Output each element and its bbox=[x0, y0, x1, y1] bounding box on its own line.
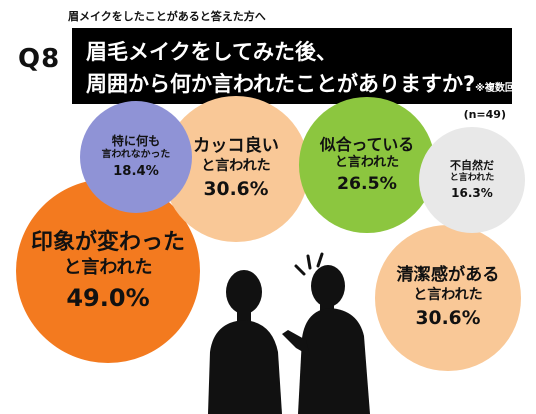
question-box: 眉毛メイクをしてみた後、 周囲から何か言われたことがありますか?※複数回答 bbox=[72, 28, 525, 104]
bubble-5-value: 16.3% bbox=[451, 185, 493, 200]
bubble-3-line2: と言われた bbox=[334, 154, 400, 170]
bubble-2: 清潔感がある と言われた 30.6% bbox=[375, 225, 521, 371]
bubble-0-value: 49.0% bbox=[66, 284, 150, 312]
bubble-0-line1: 印象が変わった bbox=[30, 230, 185, 255]
bubble-5: 不自然だ と言われた 16.3% bbox=[418, 126, 526, 234]
bubble-1-line2: と言われた bbox=[201, 157, 271, 174]
bubble-3: 似合っている と言われた 26.5% bbox=[299, 97, 435, 233]
bubble-3-value: 26.5% bbox=[337, 173, 397, 194]
sample-size-label: (n=49) bbox=[463, 108, 506, 121]
question-line-2: 周囲から何か言われたことがありますか?※複数回答 bbox=[86, 68, 525, 98]
question-line-1: 眉毛メイクをしてみた後、 bbox=[86, 40, 337, 64]
left-person-silhouette bbox=[208, 270, 282, 414]
bubble-5-line1: 不自然だ bbox=[449, 158, 494, 172]
bubble-1-line1: カッコ良い bbox=[193, 136, 279, 157]
survey-subtitle: 眉メイクをしたことがあると答えた方へ bbox=[68, 10, 266, 23]
bubble-2-line1: 清潔感がある bbox=[396, 265, 500, 286]
bubble-2-value: 30.6% bbox=[415, 308, 481, 330]
right-person-silhouette bbox=[282, 265, 370, 414]
bubble-3-line1: 似合っている bbox=[319, 134, 415, 154]
question-badge: Q8 bbox=[18, 44, 61, 74]
bubble-4-line1: 特に何も bbox=[111, 133, 161, 148]
surprise-mark-icon bbox=[294, 252, 324, 276]
question-line-2-text: 周囲から何か言われたことがありますか? bbox=[86, 72, 476, 96]
bubble-1-value: 30.6% bbox=[203, 179, 269, 201]
bubble-4-value: 18.4% bbox=[113, 163, 159, 179]
bubble-2-line2: と言われた bbox=[413, 286, 483, 303]
bubble-4-line2: 言われなかった bbox=[101, 149, 171, 160]
bubble-0-line2: と言われた bbox=[63, 256, 153, 278]
bubble-4: 特に何も 言われなかった 18.4% bbox=[79, 100, 193, 214]
bubble-5-line2: と言われた bbox=[449, 172, 495, 183]
bubble-0: 印象が変わった と言われた 49.0% bbox=[16, 179, 200, 363]
question-note: ※複数回答 bbox=[475, 83, 525, 94]
